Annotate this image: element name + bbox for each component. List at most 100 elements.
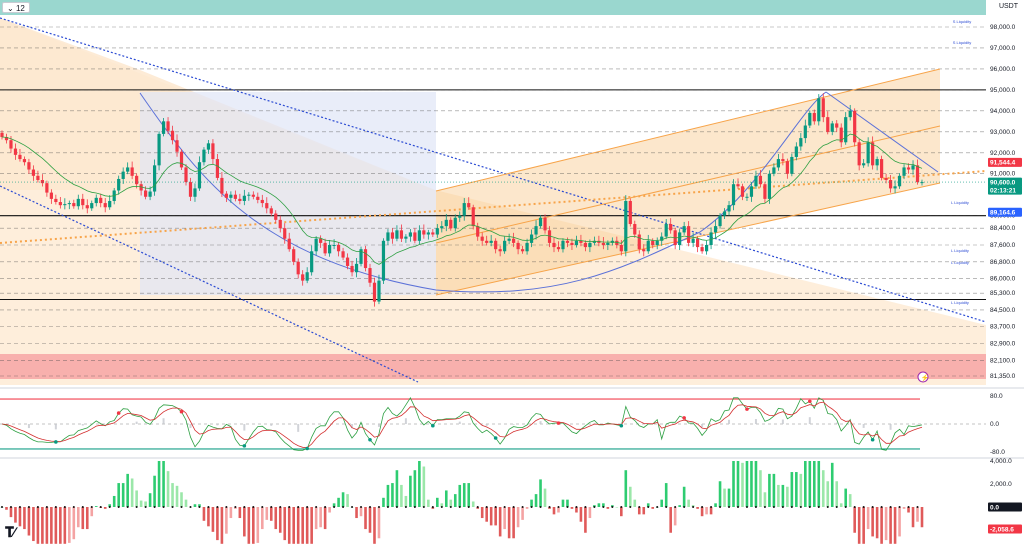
macd-hist-bar <box>180 492 183 507</box>
macd-hist-bar <box>804 461 807 507</box>
candle-body <box>875 159 879 166</box>
candle-body <box>224 193 228 198</box>
macd-hist-bar <box>584 507 587 533</box>
macd-hist-bar <box>328 507 331 513</box>
candle-body <box>884 177 888 181</box>
candle-body <box>588 242 592 248</box>
tradingview-logo-icon[interactable]: 𝐓∕ <box>5 524 15 540</box>
candle-body <box>453 217 457 229</box>
macd-signal-dot <box>54 506 57 508</box>
macd-hist-bar <box>90 507 94 517</box>
macd-signal-dot <box>9 506 12 508</box>
macd-signal-dot <box>306 506 309 508</box>
oscillator-hist-bar <box>485 424 488 426</box>
macd-signal-dot <box>575 506 578 508</box>
macd-tick-label: 2,000.0 <box>990 481 1012 488</box>
candle-body <box>76 198 80 207</box>
macd-signal-dot <box>395 506 398 508</box>
candle-body <box>431 232 435 235</box>
macd-signal-dot <box>853 506 856 508</box>
candle-body <box>274 213 278 220</box>
macd-hist-bar <box>148 493 152 507</box>
price-tick-label: 82,900.0 <box>990 341 1016 348</box>
macd-hist-bar <box>27 507 31 536</box>
candle-body <box>462 203 466 216</box>
macd-signal-dot <box>45 506 48 508</box>
oscillator-hist-bar <box>539 421 542 424</box>
candle-body <box>606 242 610 245</box>
alert-icon[interactable] <box>917 371 929 383</box>
moving-average-line <box>1 133 923 265</box>
price-tick-label: 93,000.0 <box>990 129 1016 136</box>
candle-body <box>148 191 152 197</box>
candle-body <box>552 242 556 248</box>
macd-hist-bar <box>36 507 40 544</box>
macd-hist-bar <box>530 499 533 507</box>
macd-hist-bar <box>310 507 313 544</box>
candle-body <box>296 261 300 275</box>
macd-badge-label: -2,058.6 <box>990 526 1014 533</box>
macd-hist-bar <box>341 492 345 507</box>
chevron-down-icon: ⌄ <box>7 4 14 13</box>
macd-hist-bar <box>862 507 865 544</box>
candle-body <box>897 175 902 187</box>
macd-hist-bar <box>700 507 704 517</box>
macd-hist-bar <box>449 499 453 507</box>
macd-signal-dot <box>871 506 874 508</box>
macd-signal-dot <box>324 506 327 508</box>
macd-signal-dot <box>36 506 39 508</box>
macd-hist-bar <box>274 507 278 530</box>
candle-body <box>63 204 67 206</box>
macd-signal-dot <box>772 506 775 508</box>
candle-body <box>812 112 816 122</box>
macd-hist-bar <box>723 488 726 507</box>
candle-body <box>520 249 525 252</box>
oscillator-cross-dot <box>619 423 624 428</box>
macd-signal-dot <box>297 506 300 508</box>
macd-badge: -2,058.6 <box>988 524 1022 534</box>
candle-body <box>336 244 341 252</box>
macd-signal-dot <box>369 506 371 508</box>
oscillator-hist-bar <box>808 417 811 424</box>
oscillator-tick-label: 80.0 <box>990 393 1003 400</box>
candle-body <box>238 198 242 201</box>
macd-hist-bar <box>664 483 668 507</box>
macd-signal-dot <box>674 506 677 508</box>
macd-hist-bar <box>256 507 260 543</box>
macd-signal-dot <box>602 506 605 508</box>
macd-signal-dot <box>467 506 470 508</box>
macd-signal-dot <box>494 506 497 508</box>
macd-hist-bar <box>669 507 672 533</box>
candle-body <box>166 121 170 131</box>
macd-signal-dot <box>719 506 722 508</box>
macd-hist-bar <box>63 507 67 544</box>
macd-signal-dot <box>458 506 461 508</box>
macd-hist-bar <box>615 507 619 508</box>
candle-body <box>848 110 852 118</box>
macd-hist-bar <box>458 484 462 507</box>
macd-signal-dot <box>907 506 910 508</box>
macd-signal-dot <box>737 506 739 508</box>
candle-body <box>651 240 655 245</box>
candle-body <box>422 230 426 235</box>
candle-body <box>36 175 40 181</box>
price-tick-label: 96,000.0 <box>990 66 1016 73</box>
candle-body <box>763 184 767 199</box>
price-tick-label: 81,350.0 <box>990 373 1016 380</box>
macd-signal-dot <box>611 506 614 508</box>
macd-hist-bar <box>252 507 255 544</box>
macd-hist-bar <box>839 503 843 507</box>
macd-hist-bar <box>826 481 830 507</box>
price-badge: 90,600.0 <box>988 177 1022 187</box>
macd-signal-dot <box>243 506 246 508</box>
candle-body <box>40 180 44 184</box>
macd-hist-bar <box>319 507 322 528</box>
macd-signal-dot <box>566 506 569 508</box>
interval-button[interactable]: ⌄ 12 <box>2 2 30 13</box>
macd-signal-dot <box>234 506 237 508</box>
macd-hist-bar <box>220 507 224 544</box>
macd-hist-bar <box>503 507 506 530</box>
oscillator-k-line <box>1 396 923 451</box>
candle-body <box>687 226 691 243</box>
